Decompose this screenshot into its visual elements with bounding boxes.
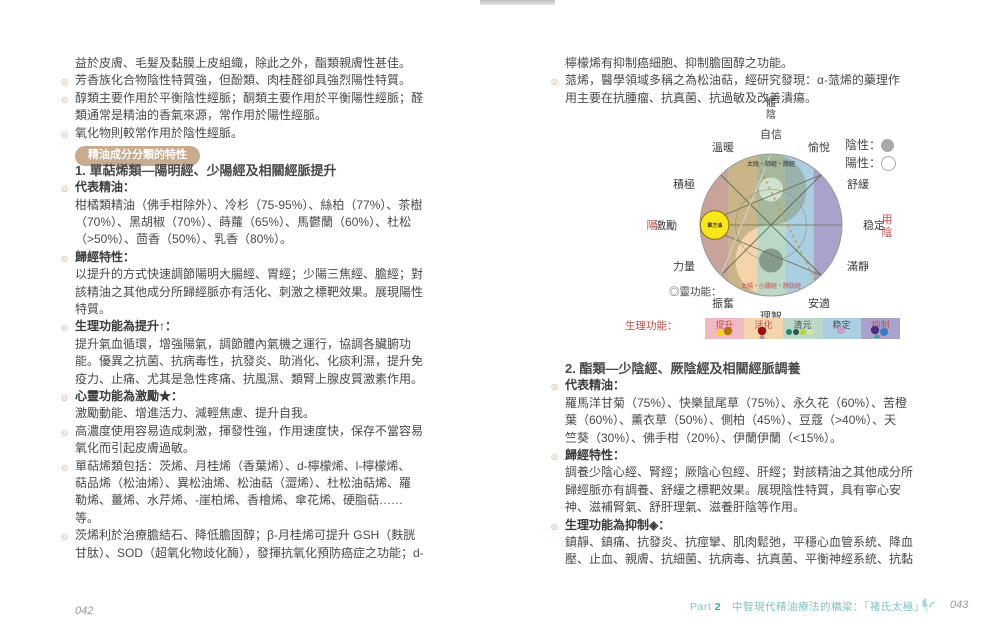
svg-text:安適: 安適	[808, 296, 830, 310]
svg-text:溫暖: 溫暖	[712, 140, 734, 154]
svg-text:激勵: 激勵	[655, 218, 677, 232]
svg-text:陰: 陰	[882, 225, 893, 239]
svg-text:單方油: 單方油	[707, 222, 722, 229]
svg-text:滿靜: 滿靜	[847, 259, 869, 273]
svg-text:舒緩: 舒緩	[847, 177, 869, 191]
svg-text:太陰‧肺經‧脾經: 太陰‧肺經‧脾經	[747, 160, 795, 168]
svg-text:自信: 自信	[760, 128, 782, 141]
svg-text:用: 用	[882, 214, 893, 226]
svg-text:力量: 力量	[673, 260, 695, 273]
svg-text:愉悅: 愉悅	[808, 140, 830, 154]
svg-text:太陽‧小腸經‧膀胱經: 太陽‧小腸經‧膀胱經	[741, 282, 801, 290]
svg-text:陽: 陽	[647, 219, 658, 232]
svg-text:積極: 積極	[673, 177, 695, 191]
svg-text:陰: 陰	[766, 108, 776, 121]
